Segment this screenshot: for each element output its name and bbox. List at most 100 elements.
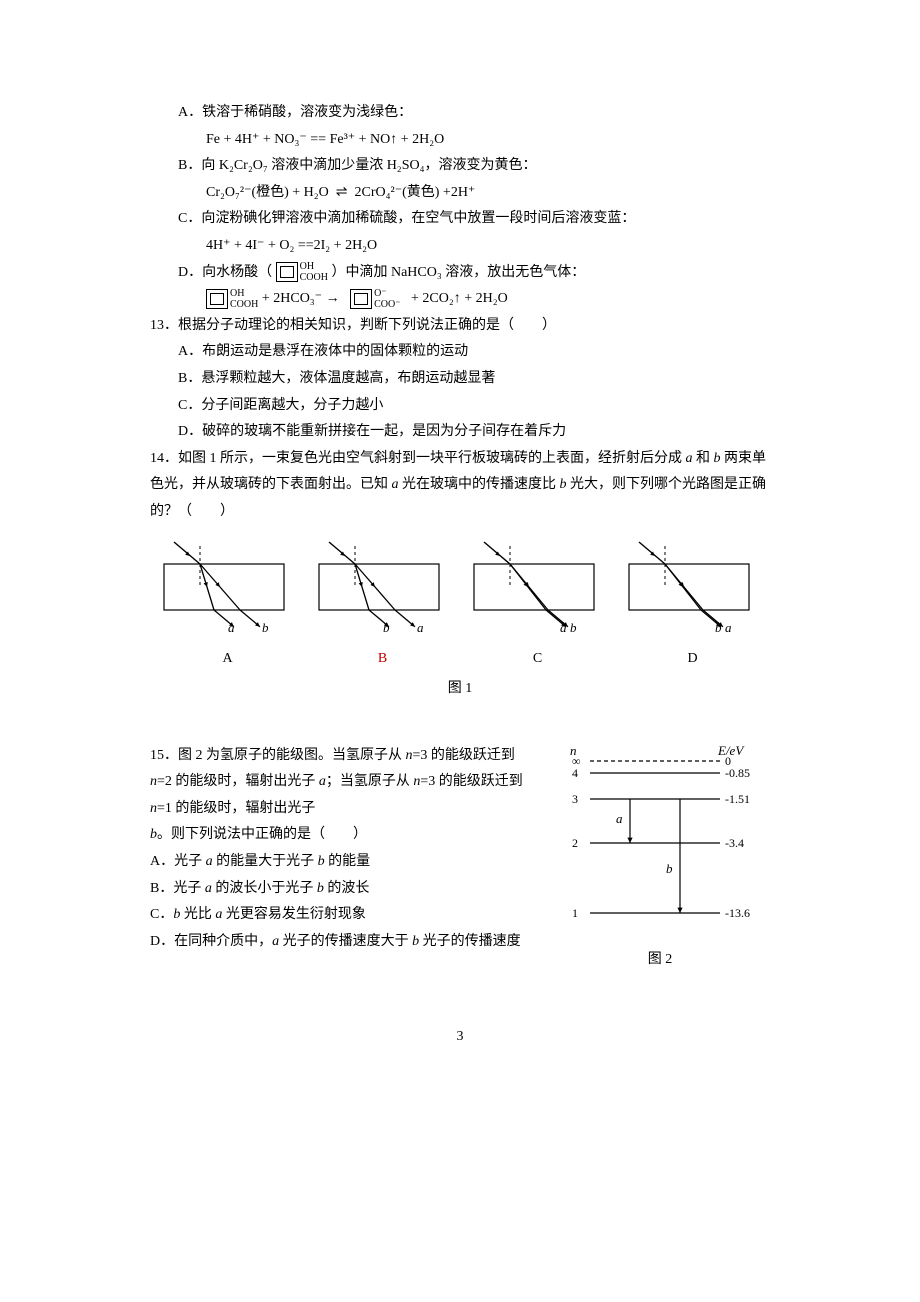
opt-part: 光更容易发生衍射现象 xyxy=(222,907,366,922)
option-equation: Cr₂O₇²⁻(橙色) + H₂O 2CrO₄²⁻(黄色) +2H⁺ xyxy=(150,180,770,207)
eq-mid: + 2HCO₃⁻ → xyxy=(262,291,340,306)
svg-text:-13.6: -13.6 xyxy=(725,906,750,920)
option-label-d: D xyxy=(623,646,763,673)
option-stem: C．向淀粉碘化钾溶液中滴加稀硫酸，在空气中放置一段时间后溶液变蓝： xyxy=(150,206,770,233)
stem-part: ；当氢原子从 xyxy=(326,774,414,789)
benzene-ring-icon xyxy=(276,262,298,282)
option-stem: D．向水杨酸（ OHCOOH ）中滴加 NaHCO₃ 溶液，放出无色气体： xyxy=(150,260,770,287)
q13-option-d: D．破碎的玻璃不能重新拼接在一起，是因为分子间存在着斥力 xyxy=(150,419,770,446)
opt-part: B．光子 xyxy=(150,881,205,896)
stem-before: D．向水杨酸（ xyxy=(178,265,272,280)
stem-part: 。则下列说法中正确的是（ ） xyxy=(157,827,367,842)
substituent-group: OHCOOH xyxy=(300,261,328,283)
q13-stem: 13．根据分子动理论的相关知识，判断下列说法正确的是（ ） xyxy=(150,313,770,340)
q15-option-d: D．在同种介质中，a 光子的传播速度大于 b 光子的传播速度 xyxy=(150,929,530,956)
stem-part: 14．如图 1 所示，一束复色光由空气斜射到一块平行板玻璃砖的上表面，经折射后分… xyxy=(150,451,686,466)
energy-level-diagram: nE/eV∞04-0.853-1.512-3.41-13.6ab xyxy=(550,743,750,933)
stem-part: 光在玻璃中的传播速度比 xyxy=(399,477,560,492)
stem-part: 15．图 2 为氢原子的能级图。当氢原子从 xyxy=(150,748,406,763)
stem-part: =3 的能级跃迁到 xyxy=(420,774,522,789)
stem-part: 和 xyxy=(693,451,714,466)
substituent-group: OHCOOH xyxy=(230,288,258,310)
var-n: n xyxy=(150,801,157,816)
option-stem: A．铁溶于稀硝酸，溶液变为浅绿色： xyxy=(150,100,770,127)
opt-part: 的波长 xyxy=(324,881,370,896)
svg-text:-0.85: -0.85 xyxy=(725,766,750,780)
group-bottom: COO⁻ xyxy=(374,299,400,310)
group-bottom: COOH xyxy=(300,272,328,283)
opt-part: D．在同种介质中， xyxy=(150,934,272,949)
stem-part: =2 的能级时，辐射出光子 xyxy=(157,774,319,789)
q15-text: 15．图 2 为氢原子的能级图。当氢原子从 n=3 的能级跃迁到 n=2 的能级… xyxy=(150,743,530,974)
benzene-ring-icon xyxy=(350,289,372,309)
opt-part: 光子的传播速度 xyxy=(419,934,521,949)
option-stem: B．向 K₂Cr₂O₇ 溶液中滴加少量浓 H₂SO₄，溶液变为黄色： xyxy=(150,153,770,180)
refraction-diagram: ab xyxy=(158,540,298,640)
q14-stem: 14．如图 1 所示，一束复色光由空气斜射到一块平行板玻璃砖的上表面，经折射后分… xyxy=(150,446,770,526)
svg-text:2: 2 xyxy=(572,836,578,850)
group-top: OH xyxy=(230,288,244,299)
option-equation: Fe + 4H⁺ + NO₃⁻ == Fe³⁺ + NO↑ + 2H₂O xyxy=(150,127,770,154)
var-n: n xyxy=(406,748,413,763)
q14-diagram-row: abbaabba xyxy=(150,540,770,640)
q15-option-b: B．光子 a 的波长小于光子 b 的波长 xyxy=(150,876,530,903)
eq-left: Cr₂O₇²⁻(橙色) + H₂O xyxy=(206,185,329,200)
figure-caption: 图 1 xyxy=(150,676,770,703)
stem-part: =3 的能级跃迁到 xyxy=(413,748,515,763)
q12-option-d: D．向水杨酸（ OHCOOH ）中滴加 NaHCO₃ 溶液，放出无色气体： OH… xyxy=(150,260,770,313)
svg-text:1: 1 xyxy=(572,906,578,920)
svg-text:b: b xyxy=(715,620,722,635)
q15-option-a: A．光子 a 的能量大于光子 b 的能量 xyxy=(150,849,530,876)
q13-option-b: B．悬浮颗粒越大，液体温度越高，布朗运动越显著 xyxy=(150,366,770,393)
eq-tail: + 2CO₂↑ + 2H₂O xyxy=(411,291,508,306)
opt-part: 光比 xyxy=(180,907,215,922)
var-b: b xyxy=(150,827,157,842)
var-a: a xyxy=(392,477,399,492)
refraction-diagram: ba xyxy=(313,540,453,640)
svg-text:3: 3 xyxy=(572,792,578,806)
group-bottom: COOH xyxy=(230,299,258,310)
svg-text:b: b xyxy=(262,620,269,635)
q15-option-c: C．b 光比 a 光更容易发生衍射现象 xyxy=(150,902,530,929)
var-b: b xyxy=(318,854,325,869)
var-a: a xyxy=(319,774,326,789)
stem-after: ）中滴加 NaHCO₃ 溶液，放出无色气体： xyxy=(331,265,585,280)
eq-right: 2CrO₄²⁻(黄色) +2H⁺ xyxy=(355,185,476,200)
q15-block: 15．图 2 为氢原子的能级图。当氢原子从 n=3 的能级跃迁到 n=2 的能级… xyxy=(150,743,770,974)
figure-caption: 图 2 xyxy=(550,947,770,974)
q13-option-c: C．分子间距离越大，分子力越小 xyxy=(150,393,770,420)
svg-text:b: b xyxy=(383,620,390,635)
q13-option-a: A．布朗运动是悬浮在液体中的固体颗粒的运动 xyxy=(150,339,770,366)
svg-text:b: b xyxy=(570,620,577,635)
q12-option-a: A．铁溶于稀硝酸，溶液变为浅绿色： Fe + 4H⁺ + NO₃⁻ == Fe³… xyxy=(150,100,770,153)
q14-label-row: A B C D xyxy=(150,646,770,673)
svg-text:-3.4: -3.4 xyxy=(725,836,744,850)
svg-text:a: a xyxy=(725,620,732,635)
var-a: a xyxy=(205,881,212,896)
group-top: O⁻ xyxy=(374,288,387,299)
opt-part: 光子的传播速度大于 xyxy=(279,934,412,949)
refraction-diagram: ba xyxy=(623,540,763,640)
var-b: b xyxy=(714,451,721,466)
option-label-b: B xyxy=(313,646,453,673)
q12-option-c: C．向淀粉碘化钾溶液中滴加稀硫酸，在空气中放置一段时间后溶液变蓝： 4H⁺ + … xyxy=(150,206,770,259)
substituent-group: O⁻COO⁻ xyxy=(374,288,400,310)
opt-part: C． xyxy=(150,907,173,922)
svg-text:E/eV: E/eV xyxy=(717,743,745,758)
opt-part: 的波长小于光子 xyxy=(212,881,317,896)
svg-text:b: b xyxy=(666,861,673,876)
group-top: OH xyxy=(300,261,314,272)
q12-option-b: B．向 K₂Cr₂O₇ 溶液中滴加少量浓 H₂SO₄，溶液变为黄色： Cr₂O₇… xyxy=(150,153,770,206)
var-a: a xyxy=(686,451,693,466)
var-b: b xyxy=(560,477,567,492)
opt-part: A．光子 xyxy=(150,854,206,869)
svg-text:a: a xyxy=(417,620,424,635)
svg-text:-1.51: -1.51 xyxy=(725,792,750,806)
var-b: b xyxy=(317,881,324,896)
option-equation: OHCOOH + 2HCO₃⁻ → O⁻COO⁻ + 2CO₂↑ + 2H₂O xyxy=(150,286,770,313)
svg-text:a: a xyxy=(560,620,567,635)
var-n: n xyxy=(150,774,157,789)
option-label-a: A xyxy=(158,646,298,673)
page-number: 3 xyxy=(150,1024,770,1051)
refraction-diagram: ab xyxy=(468,540,608,640)
